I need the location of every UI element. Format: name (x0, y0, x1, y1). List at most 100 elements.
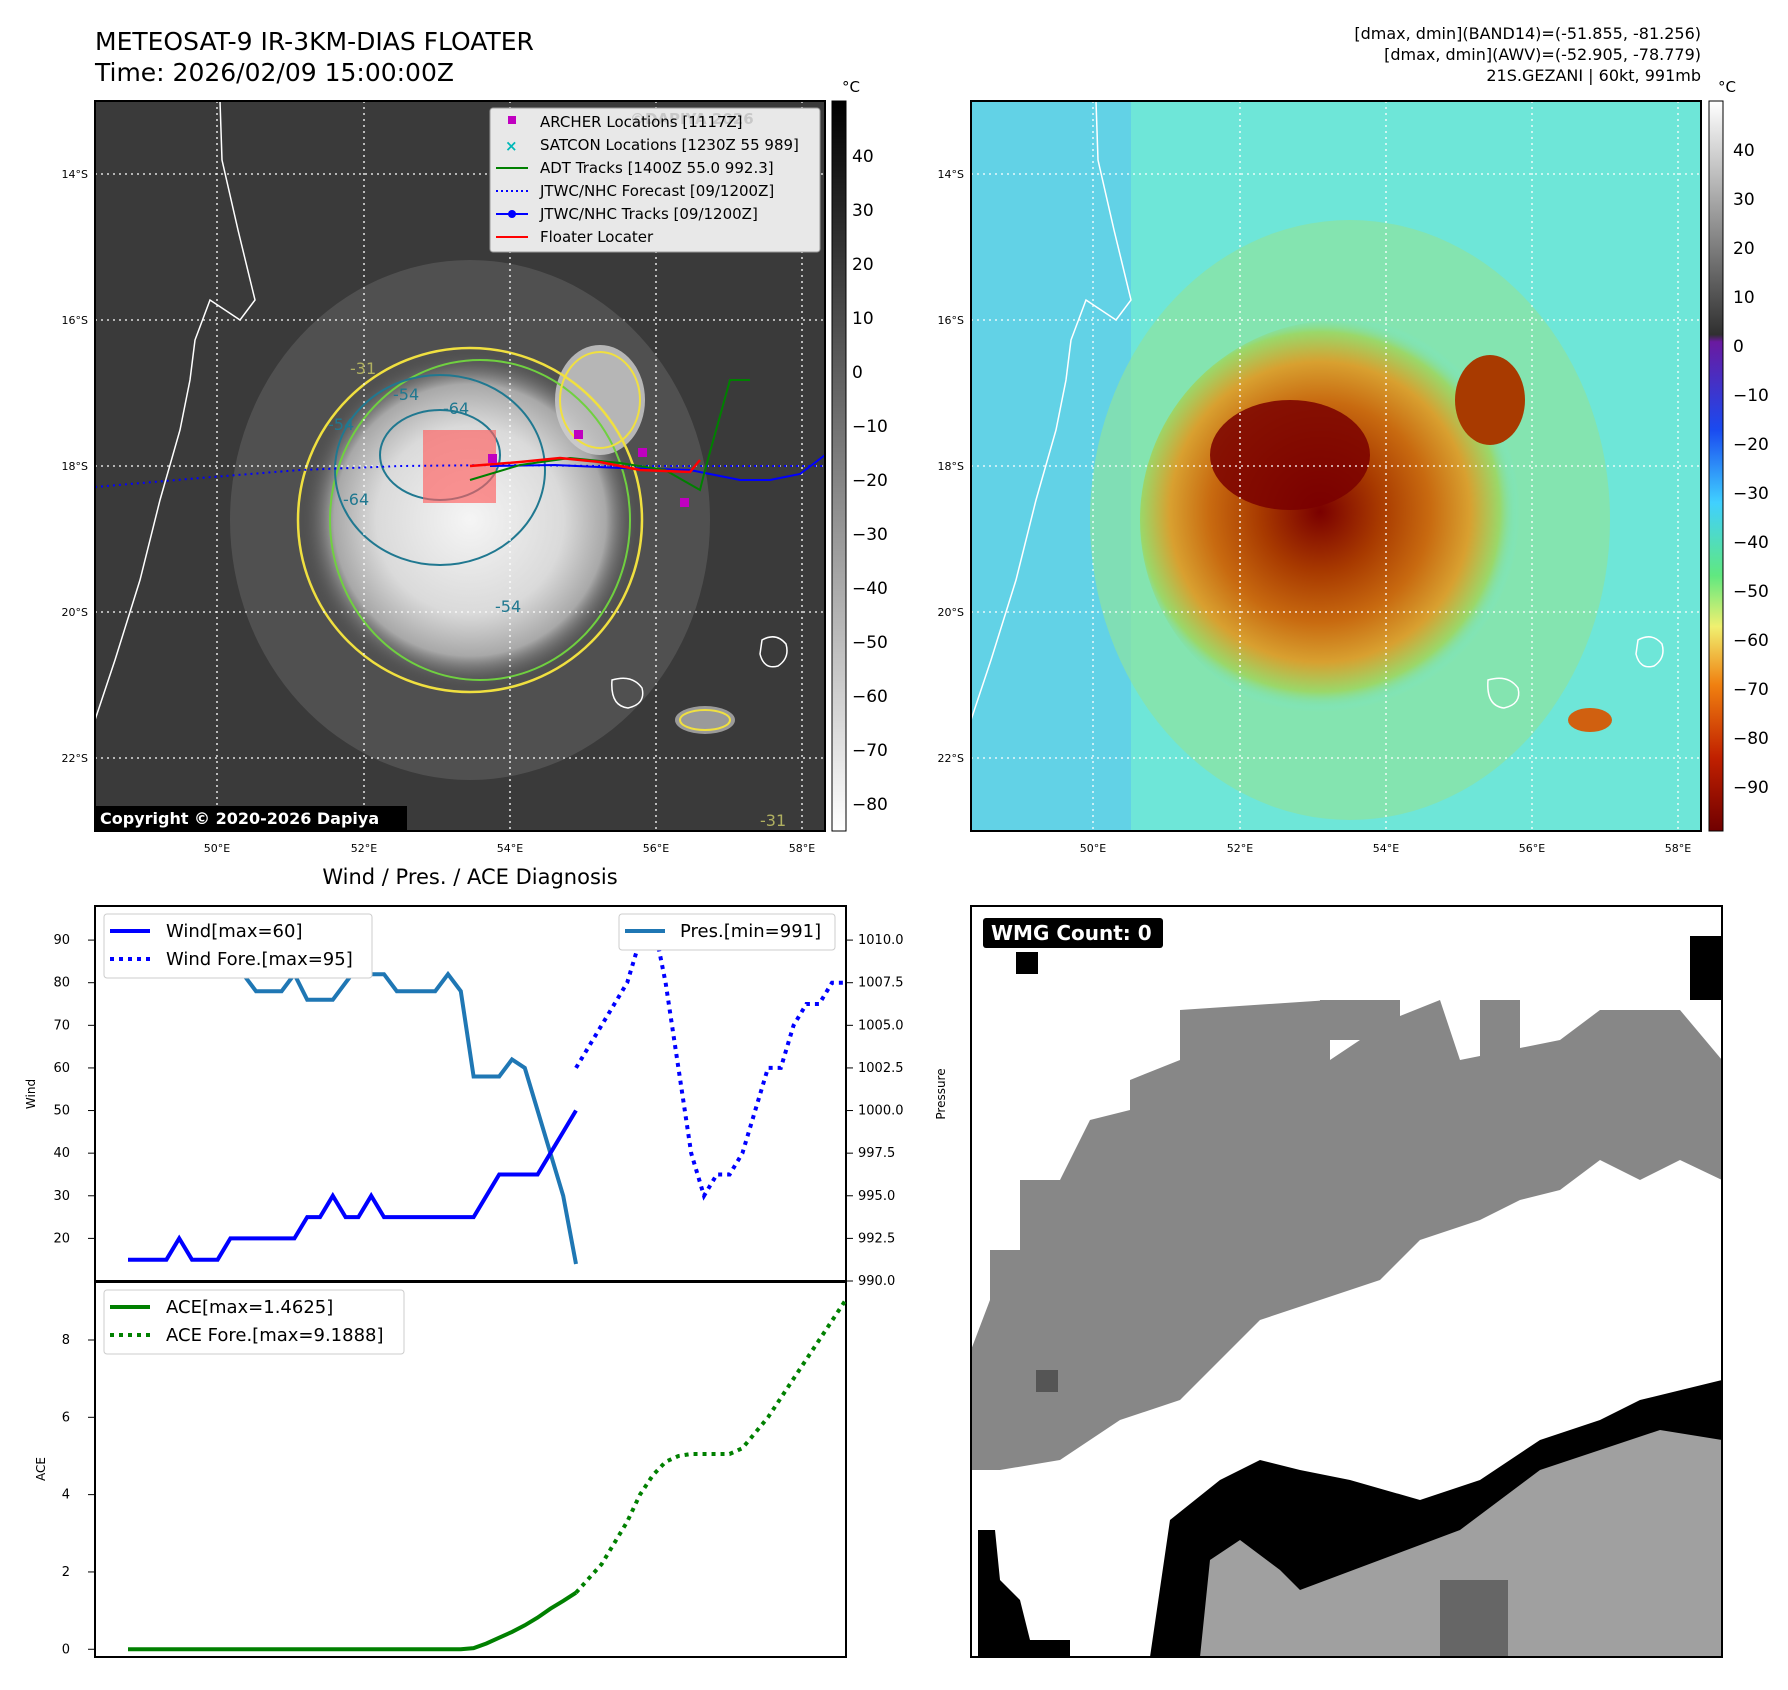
cb-tick: −20 (852, 471, 888, 491)
lat-tick-label: 16°S (938, 314, 964, 327)
lon-tick-label: 56°E (1519, 842, 1545, 855)
lon-tick-label: 58°E (789, 842, 815, 855)
archer-marker (574, 430, 583, 439)
legend-wind-fore-label: Wind Fore.[max=95] (166, 949, 353, 970)
pres-legend-box (618, 913, 836, 951)
cb-tick: −10 (852, 417, 888, 437)
cb-tick: 10 (852, 309, 874, 329)
contour-minus-31 (296, 346, 644, 694)
wmg-gray-region (1480, 1000, 1520, 1060)
watermark: ©DAPIYA 2026 (630, 110, 754, 128)
ace-panel: 0 2 4 6 8 ACE ACE[max=1.4625] ACE Fore.[max=… (34, 1281, 847, 1658)
floater-track (469, 456, 701, 474)
contour-label: -54 (495, 597, 521, 616)
map-legend: ©DAPIYA 2026 ARCHER Locations [1117Z] × … (489, 107, 821, 253)
lat-tick-label: 22°S (62, 752, 88, 765)
wmg-panel: WMG Count: 0 (970, 905, 1723, 1658)
wind-pressure-panel: 20 30 40 50 60 70 80 90 990.0 992.5 995.0 997.5 100… (24, 905, 948, 1289)
legend-ace-label: ACE[max=1.4625] (166, 1297, 333, 1318)
coastline-mauritius (759, 636, 788, 668)
ace-tick-label: 8 (62, 1333, 70, 1348)
ace-y-axis: 0 2 4 6 8 (62, 1333, 95, 1657)
wind-y-axis: 20 30 40 50 60 70 80 90 (53, 933, 95, 1246)
pressure-tick-label: 1010.0 (858, 933, 904, 948)
contour-minus-31 (559, 351, 641, 449)
colorbar-gray (831, 100, 847, 832)
archer-marker (638, 448, 647, 457)
pressure-tick-label: 995.0 (858, 1189, 895, 1204)
cb-tick: −30 (852, 525, 888, 545)
wind-tick-label: 50 (53, 1104, 70, 1119)
pressure-tick-label: 1002.5 (858, 1061, 904, 1076)
stat-line-3: 21S.GEZANI | 60kt, 991mb (1486, 66, 1701, 85)
stat-line-2: [dmax, dmin](AWV)=(-52.905, -78.779) (1384, 45, 1701, 64)
lon-tick-label: 52°E (351, 842, 377, 855)
pressure-tick-label: 990.0 (858, 1274, 895, 1289)
colorbar-color-unit: °C (1718, 78, 1736, 96)
title-line-2: Time: 2026/02/09 15:00:00Z (94, 58, 454, 87)
legend-tracks-label: JTWC/NHC Tracks [09/1200Z] (539, 205, 758, 223)
wmg-dark-region (1440, 1580, 1508, 1657)
lon-tick-label: 50°E (1080, 842, 1106, 855)
pressure-y-axis: 990.0 992.5 995.0 997.5 1000.0 1002.5 1005.0 10… (846, 933, 904, 1289)
wmg-gray-region (971, 1000, 1722, 1470)
cb-tick: 20 (852, 255, 874, 275)
pressure-tick-label: 1007.5 (858, 976, 904, 991)
wind-tick-label: 40 (53, 1146, 70, 1161)
wmg-count-box (983, 918, 1163, 948)
pressure-tick-label: 1005.0 (858, 1018, 904, 1033)
cb-tick: −60 (852, 687, 888, 707)
cb-tick: −50 (1733, 582, 1769, 602)
lat-tick-label: 18°S (938, 460, 964, 473)
legend-pres-label: Pres.[min=991] (680, 921, 821, 942)
wmg-black-region (978, 1530, 1070, 1657)
wind-tick-label: 70 (53, 1018, 70, 1033)
lat-tick-label: 22°S (938, 752, 964, 765)
legend-archer-marker (508, 116, 516, 124)
cloud-cluster (1568, 708, 1612, 732)
forecast-track (95, 463, 825, 488)
cb-tick: −70 (852, 741, 888, 761)
cloud-cluster (555, 345, 645, 455)
cb-tick: −90 (1733, 778, 1769, 798)
lon-tick-label: 54°E (497, 842, 523, 855)
cb-tick: 40 (1733, 141, 1755, 161)
colorbar-gray-ticks: 40 30 20 10 0 −10 −20 −30 −40 −50 −60 −7… (852, 147, 888, 815)
archer-marker (488, 454, 497, 463)
map-gridlines (971, 101, 1701, 831)
colorbar-color (1708, 100, 1724, 832)
lon-tick-label: 56°E (643, 842, 669, 855)
colorbar-gray-unit: °C (842, 78, 860, 96)
wind-tick-label: 90 (53, 933, 70, 948)
lat-tick-label: 20°S (938, 606, 964, 619)
cb-tick: −70 (1733, 680, 1769, 700)
wind-legend-box (103, 913, 373, 979)
pressure-tick-label: 992.5 (858, 1231, 895, 1246)
wind-tick-label: 60 (53, 1061, 70, 1076)
cb-tick: 30 (852, 201, 874, 221)
lon-tick-label: 54°E (1373, 842, 1399, 855)
ace-y-label: ACE (34, 1457, 48, 1481)
cb-tick: −60 (1733, 631, 1769, 651)
coastline-reunion (611, 677, 644, 709)
wmg-count-label: WMG Count: 0 (991, 921, 1152, 945)
contour-label: -54 (393, 385, 419, 404)
ace-tick-label: 4 (62, 1488, 70, 1503)
legend-satcon-marker: × (505, 137, 518, 155)
cb-tick: 0 (852, 363, 863, 383)
contour-label: -31 (760, 811, 786, 830)
lat-tick-label: 18°S (62, 460, 88, 473)
floater-locater-box (423, 430, 496, 503)
coastline-madagascar (971, 101, 1132, 721)
cb-tick: −80 (1733, 729, 1769, 749)
cb-tick: −80 (852, 795, 888, 815)
right-map-ticks: 50°E 52°E 54°E 56°E 58°E 14°S 16°S 18°S … (938, 168, 1692, 855)
coastline-madagascar (95, 101, 256, 721)
contour-label: -54 (328, 415, 354, 434)
ace-line (128, 1591, 578, 1652)
wind-tick-label: 20 (53, 1231, 70, 1246)
wmg-black-region (1690, 936, 1722, 1000)
copyright-box (95, 806, 407, 831)
copyright-text: Copyright © 2020-2026 Dapiya (100, 809, 379, 828)
legend-forecast-label: JTWC/NHC Forecast [09/1200Z] (539, 182, 774, 200)
